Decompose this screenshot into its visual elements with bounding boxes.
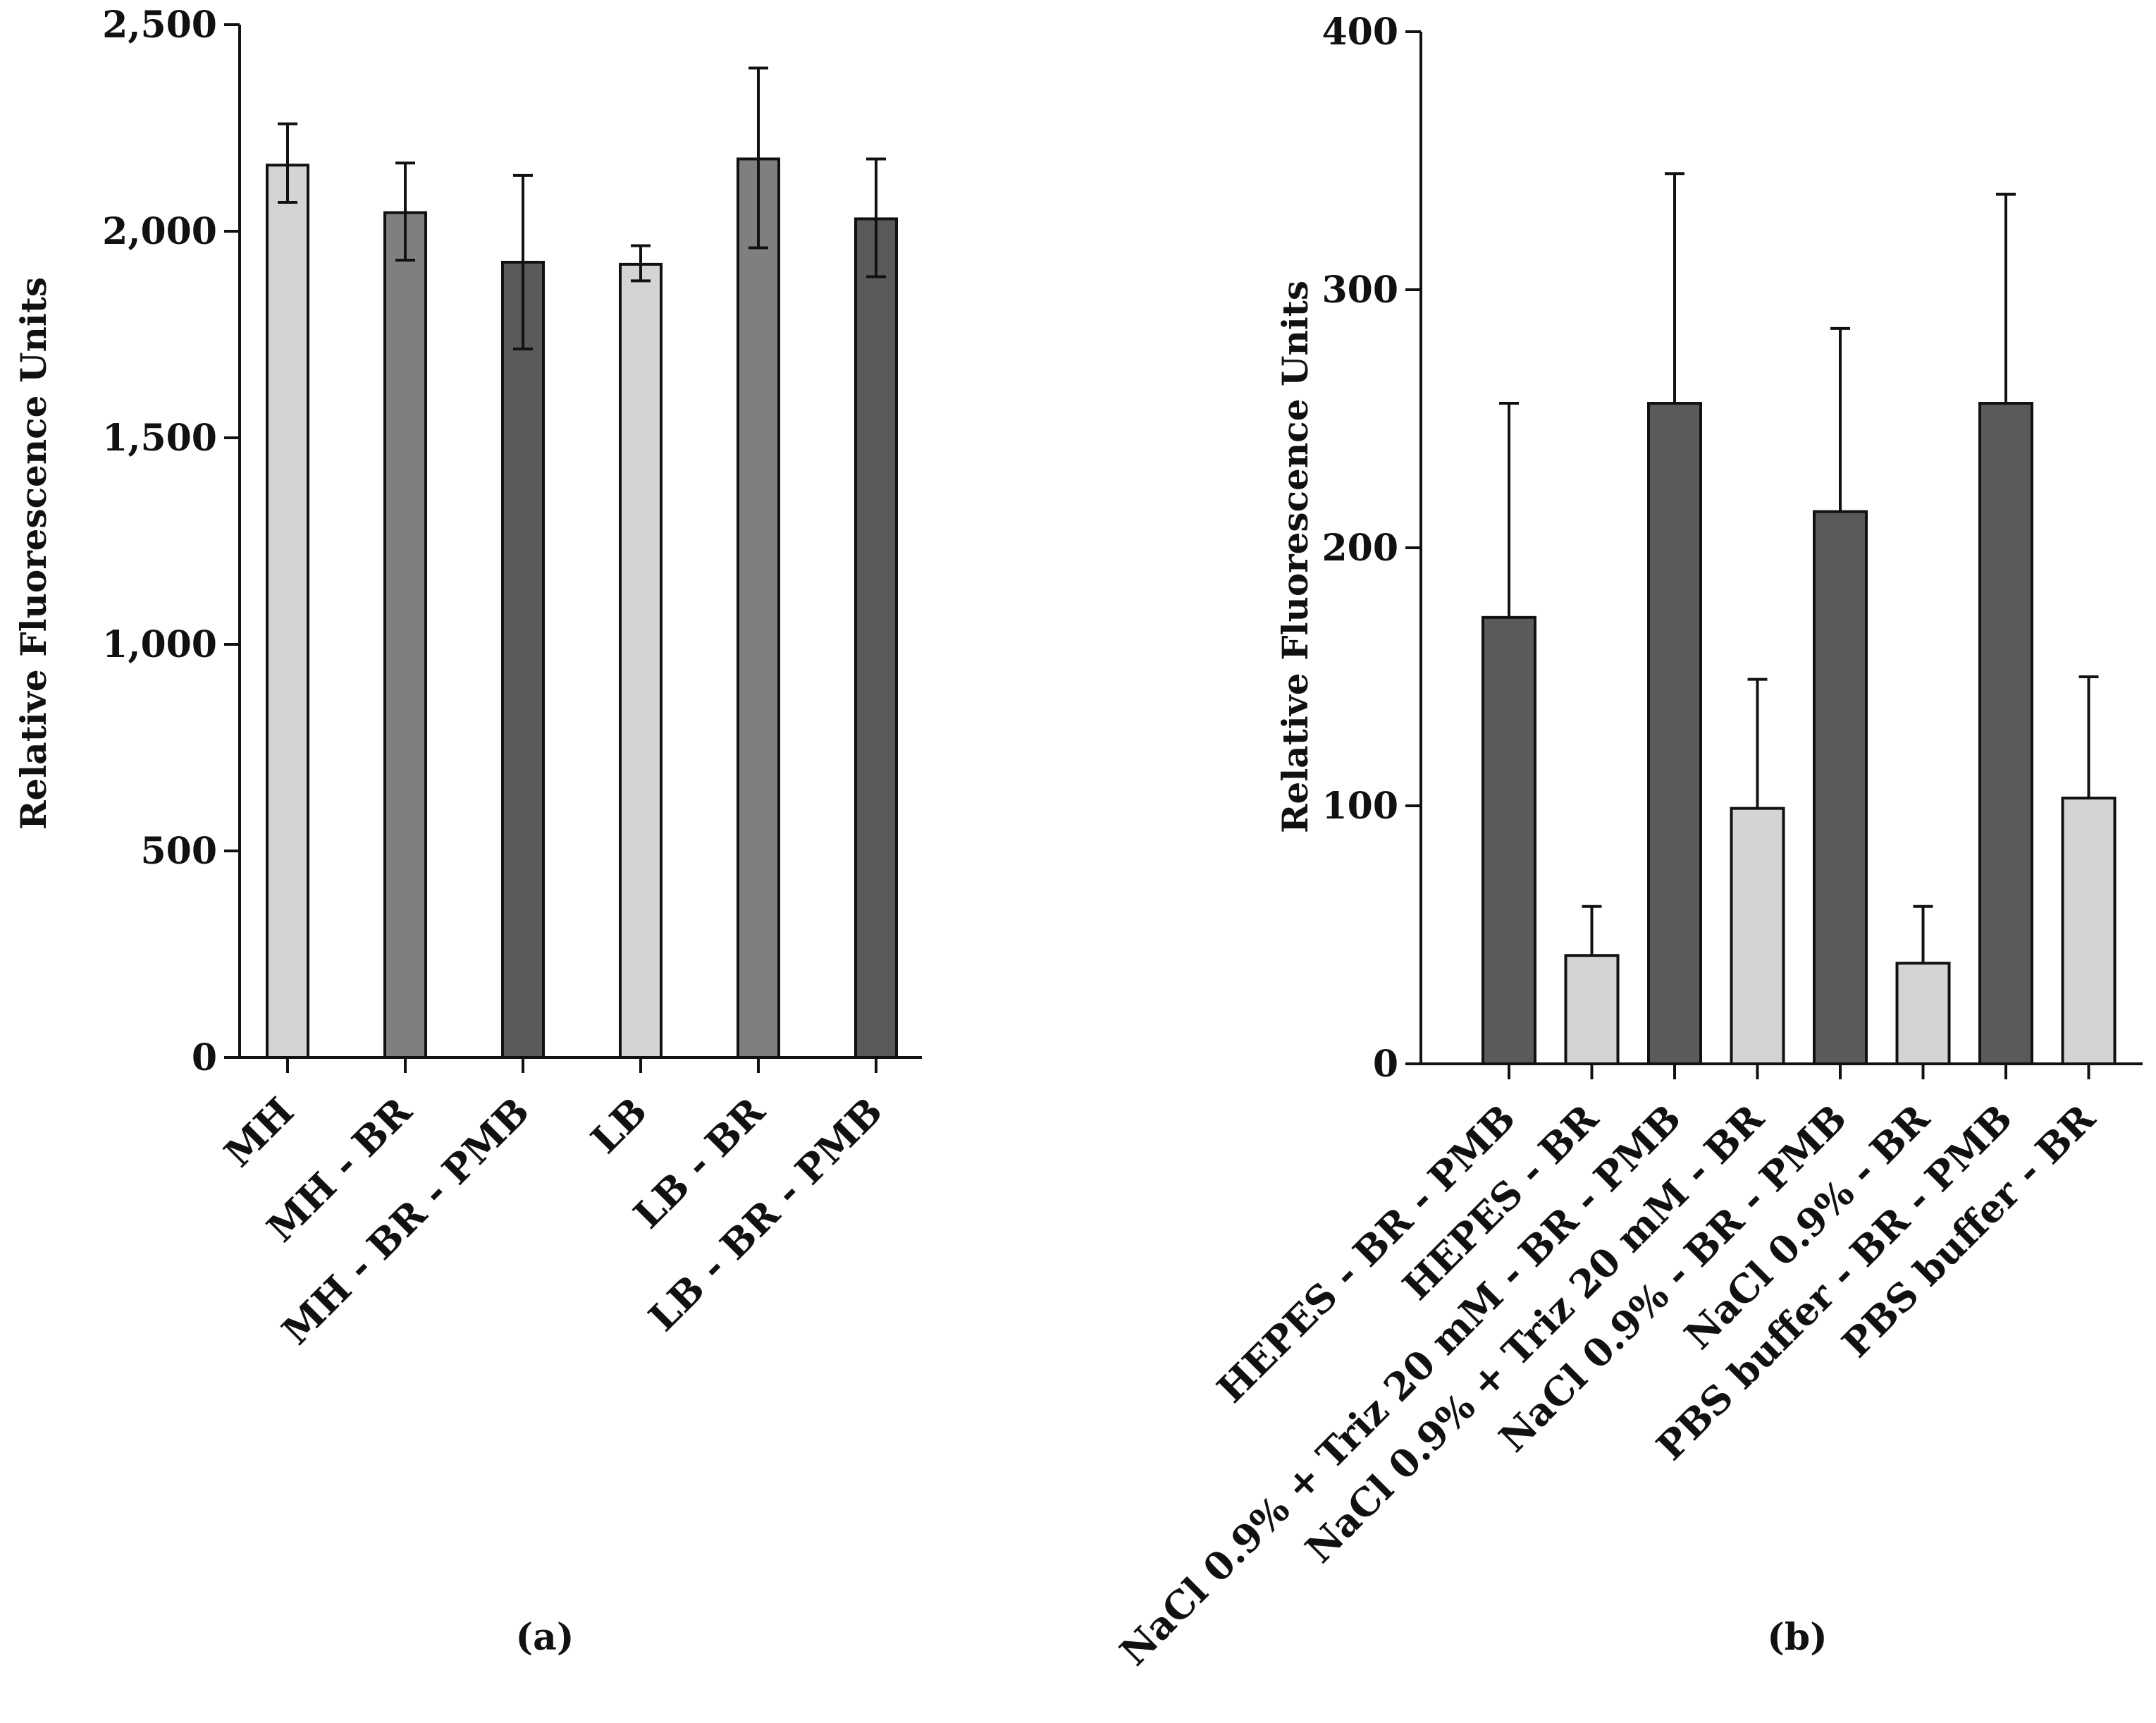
panel-a-bar [619, 262, 663, 1059]
panel-a-y-tick-label: 2,000 [102, 210, 217, 253]
panel-b-bar [1482, 615, 1536, 1065]
panel-a-label: (a) [516, 1616, 574, 1659]
panel-b: Relative Fluorescence Units (b) 0 100 200 3… [1111, 11, 2143, 1674]
panel-b-y-axis-title: Relative Fluorescence Units [1274, 281, 1316, 833]
panel-a-bar [501, 260, 545, 1060]
panel-a-bar [266, 164, 309, 1060]
panel-b-y-tick-label: 100 [1322, 785, 1398, 828]
panel-b-bar [1647, 402, 1702, 1065]
panel-a-category-label: MH [216, 1089, 303, 1176]
panel-a-bar [737, 157, 780, 1060]
panel-a-y-tick-label: 1,000 [102, 623, 217, 666]
panel-a: Relative Fluorescence Units (a) 0 500 1,00… [13, 4, 922, 1659]
panel-a-y-axis-title: Relative Fluorescence Units [13, 277, 54, 830]
panel-b-label: (b) [1767, 1616, 1828, 1659]
panel-b-bar [2061, 797, 2117, 1066]
panel-a-y-tick-label: 1,500 [102, 417, 217, 460]
panel-b-bar [1895, 962, 1951, 1066]
panel-b-y-tick-label: 200 [1322, 527, 1398, 570]
panel-a-y-tick-label: 500 [140, 830, 217, 873]
panel-a-category-label: LB [582, 1089, 655, 1162]
panel-b-bar [1978, 402, 2033, 1065]
panel-a-bar [383, 211, 427, 1059]
panel-b-category-label: NaCl 0.9% + Triz 20 mM - BR - PMB [1111, 1096, 1689, 1674]
panel-b-bar [1730, 807, 1785, 1066]
panel-b-y-tick-label: 400 [1322, 11, 1398, 54]
panel-b-y-tick-label: 300 [1322, 269, 1398, 312]
panel-a-y-tick-label: 2,500 [102, 4, 217, 47]
panel-a-bar [854, 217, 898, 1059]
panel-b-y-tick-label: 0 [1373, 1043, 1398, 1086]
panel-a-y-tick-label: 0 [192, 1036, 217, 1079]
panel-b-bar [1813, 510, 1868, 1065]
panel-b-bar [1564, 954, 1620, 1066]
